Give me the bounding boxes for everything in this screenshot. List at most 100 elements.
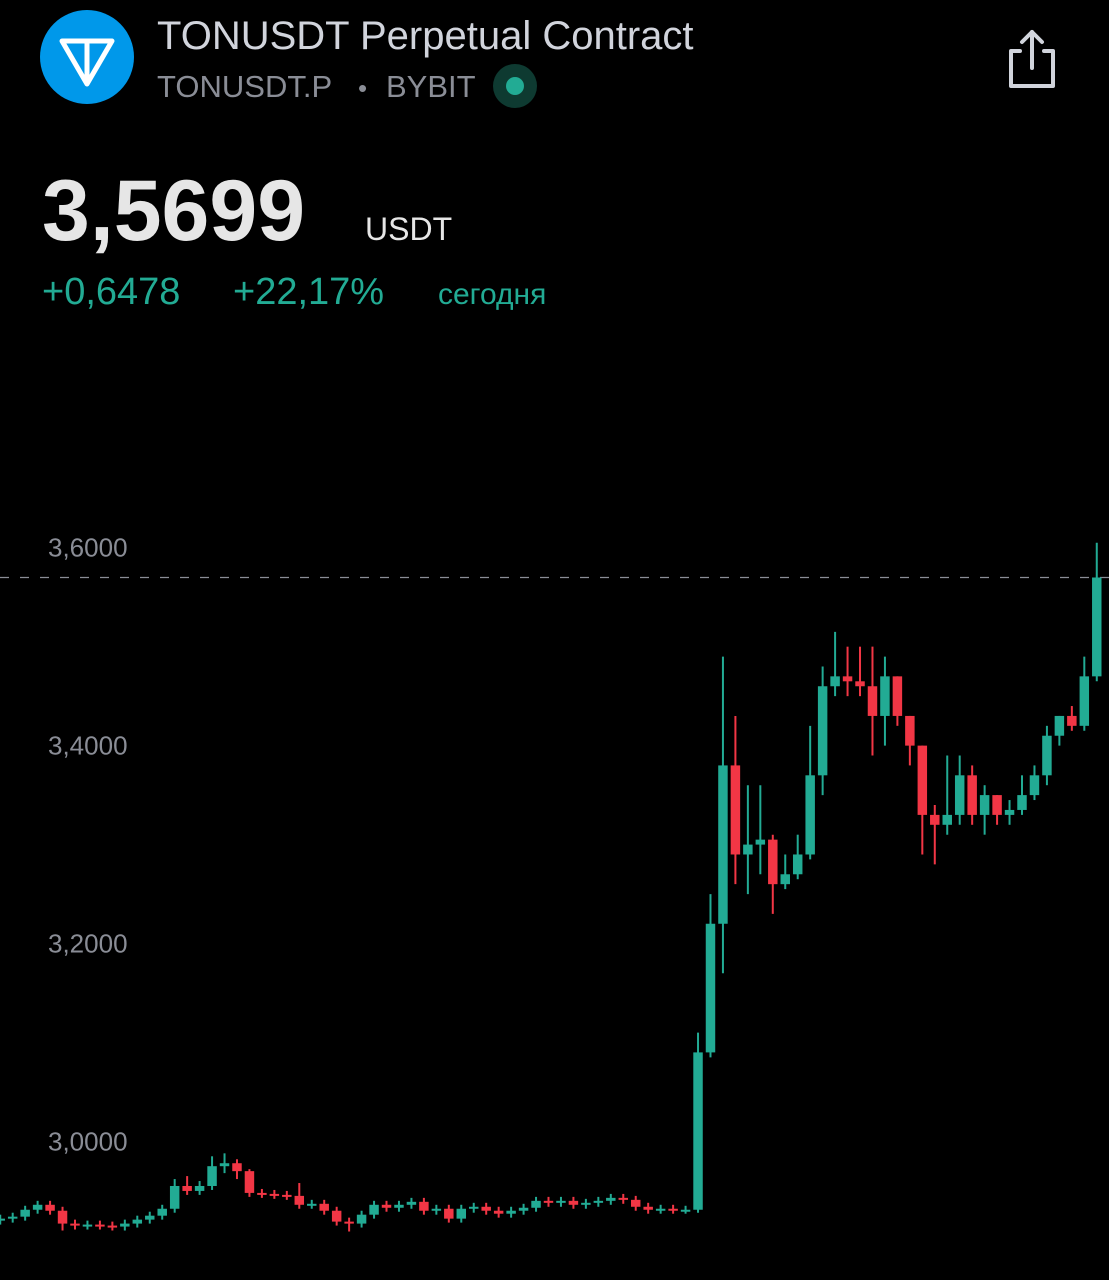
- candle-body: [493, 1210, 504, 1214]
- candle-body: [979, 795, 990, 815]
- candle-body: [319, 1203, 329, 1211]
- candle-body: [705, 923, 716, 1053]
- candle-body: [1029, 775, 1040, 796]
- candle-body: [1092, 577, 1102, 677]
- chart: 3,0000 3,2000 3,4000 3,6000: [0, 533, 1109, 1232]
- candle-body: [693, 1052, 703, 1210]
- candle-body: [643, 1206, 653, 1210]
- candle-body: [780, 874, 790, 885]
- candle-body: [718, 765, 728, 924]
- candle-body: [331, 1210, 342, 1222]
- candle-body: [269, 1193, 280, 1196]
- candle-body: [107, 1225, 118, 1228]
- candle-body: [157, 1208, 167, 1216]
- candle-body: [45, 1204, 55, 1211]
- candle-body: [57, 1210, 68, 1224]
- candle-body: [20, 1209, 30, 1217]
- candle-body: [1054, 715, 1065, 736]
- candle-body: [145, 1215, 155, 1220]
- candle-body: [444, 1208, 454, 1219]
- price: 3,5699: [42, 163, 305, 259]
- candle-body: [1042, 735, 1052, 776]
- exchange: BYBIT: [386, 69, 476, 104]
- candle-body: [568, 1200, 579, 1205]
- candle-body: [257, 1192, 267, 1195]
- candle-body: [95, 1224, 105, 1227]
- separator: •: [358, 73, 367, 103]
- candle-body: [70, 1223, 80, 1226]
- share-button[interactable]: [1009, 30, 1055, 88]
- candle-body: [830, 676, 840, 687]
- change: +0,6478: [42, 271, 180, 313]
- candle-body: [7, 1216, 18, 1219]
- candle-body: [743, 844, 753, 855]
- candle-body: [369, 1204, 379, 1215]
- candle-body: [506, 1210, 516, 1214]
- change-pct: +22,17%: [233, 271, 384, 313]
- candle-body: [0, 1218, 5, 1221]
- candle-body: [182, 1185, 192, 1191]
- currency: USDT: [365, 211, 452, 247]
- candle-body: [481, 1206, 491, 1211]
- candle-body: [1004, 809, 1015, 815]
- candle-body: [768, 839, 778, 885]
- candle-body: [880, 676, 890, 716]
- candle-body: [419, 1201, 429, 1211]
- candle-body: [219, 1163, 230, 1167]
- candle-body: [917, 745, 928, 815]
- candle-body: [1067, 715, 1077, 726]
- candle-body: [855, 681, 865, 687]
- candle-body: [431, 1208, 442, 1211]
- candle-body: [755, 839, 766, 845]
- candle-body: [556, 1200, 566, 1203]
- period: сегодня: [438, 278, 546, 311]
- candle-body: [120, 1223, 130, 1227]
- y-tick-label: 3,2000: [48, 929, 128, 959]
- candle-body: [406, 1201, 417, 1205]
- candle-body: [630, 1199, 641, 1207]
- candle-body: [381, 1204, 392, 1208]
- candle-body: [194, 1185, 205, 1191]
- candle-body: [1017, 795, 1027, 810]
- candle-body: [32, 1204, 43, 1210]
- candle-body: [82, 1224, 93, 1227]
- candle-body: [655, 1208, 666, 1211]
- candle-body: [169, 1185, 180, 1209]
- candle-body: [730, 765, 741, 855]
- symbol: TONUSDT.P: [157, 69, 332, 104]
- candle-body: [930, 814, 940, 825]
- candle-body: [469, 1206, 479, 1209]
- candle-body: [518, 1207, 529, 1211]
- candle-body: [394, 1204, 404, 1208]
- candle-body: [282, 1194, 292, 1197]
- candle-body: [817, 686, 828, 776]
- candle-body: [606, 1197, 616, 1201]
- candle-body: [867, 686, 878, 716]
- candle-body: [356, 1214, 367, 1224]
- candle-body: [892, 676, 903, 716]
- candle-body: [593, 1200, 604, 1203]
- candle-body: [132, 1219, 143, 1224]
- candle-body: [792, 854, 803, 875]
- candle-body: [668, 1208, 678, 1211]
- y-tick-label: 3,4000: [48, 731, 128, 761]
- candle-body: [618, 1197, 628, 1200]
- candle-body: [942, 814, 952, 825]
- candle-body: [954, 775, 965, 815]
- candle-body: [905, 715, 915, 746]
- candle-body: [244, 1171, 255, 1193]
- candle-body: [805, 775, 815, 855]
- title: TONUSDT Perpetual Contract: [157, 14, 694, 58]
- candle-body: [842, 676, 853, 682]
- candle-body: [543, 1200, 554, 1203]
- candle-body: [232, 1163, 242, 1172]
- candle-body: [967, 775, 977, 815]
- y-tick-label: 3,6000: [48, 533, 128, 563]
- candle-body: [1079, 676, 1090, 726]
- logo: [40, 10, 134, 104]
- candle-body: [992, 795, 1002, 815]
- candle-body: [307, 1203, 317, 1206]
- candle-body: [344, 1221, 354, 1224]
